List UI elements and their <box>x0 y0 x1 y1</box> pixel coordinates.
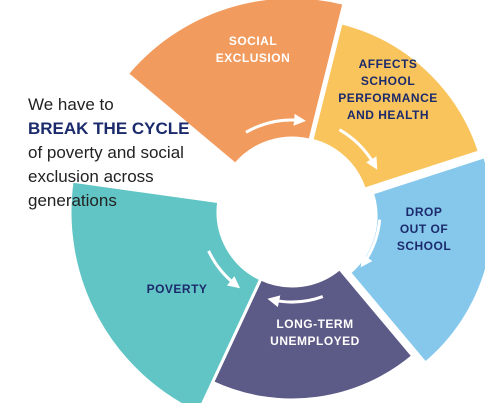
segment <box>210 266 415 402</box>
segment <box>125 0 346 167</box>
segment-label: SOCIAL <box>229 34 277 48</box>
segment-label: OUT OF <box>400 222 448 236</box>
segment-label: SCHOOL <box>397 239 451 253</box>
intro-text: We have to BREAK THE CYCLE of poverty and … <box>28 95 190 210</box>
cycle-arrow <box>360 219 382 268</box>
segment <box>68 179 263 403</box>
segment-label: SCHOOL <box>361 74 415 88</box>
cycle-arrow <box>267 295 324 308</box>
cycle-arrow <box>245 113 306 134</box>
intro-line: We have to <box>28 95 114 114</box>
segment-label: POVERTY <box>147 282 208 296</box>
segment-label: EXCLUSION <box>216 51 291 65</box>
intro-line: exclusion across <box>28 167 154 186</box>
arrows <box>207 113 382 308</box>
intro-line: generations <box>28 191 117 210</box>
segment-labels: SOCIAL EXCLUSION AFFECTS SCHOOL PERFORMANCE A… <box>147 34 451 348</box>
intro-line: of poverty and social <box>28 143 184 162</box>
segment-label: AND HEALTH <box>347 108 429 122</box>
ring <box>68 0 485 403</box>
intro-line: BREAK THE CYCLE <box>28 119 190 138</box>
segment-label: UNEMPLOYED <box>270 334 360 348</box>
segment-label: LONG-TERM <box>276 317 353 331</box>
cycle-arrow <box>338 128 378 170</box>
segment <box>347 154 485 366</box>
cycle-arrow <box>207 250 241 289</box>
segment-label: AFFECTS <box>359 57 418 71</box>
segment-label: PERFORMANCE <box>338 91 438 105</box>
segment-label: DROP <box>406 205 443 219</box>
segment <box>310 20 482 192</box>
